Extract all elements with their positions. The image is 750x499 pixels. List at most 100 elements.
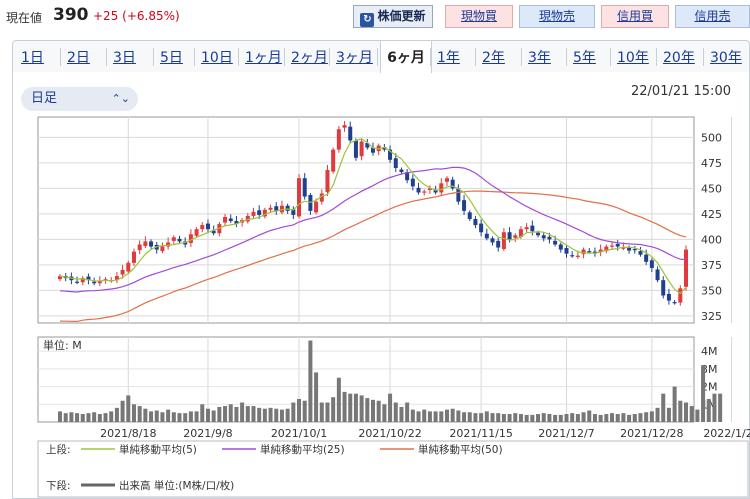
chart-datetime: 22/01/21 15:00 [631, 84, 731, 99]
tab-5[interactable]: 1ヶ月 [245, 50, 282, 66]
candle-body [587, 251, 592, 253]
candle-body [644, 254, 649, 262]
tab-13[interactable]: 10年 [617, 50, 649, 66]
candle-body [581, 249, 586, 255]
tab-separator [430, 48, 431, 66]
x-tick-label: 2021/8/18 [100, 427, 156, 440]
candle-body [211, 230, 216, 234]
volume-bar [268, 407, 273, 422]
candle-body [262, 209, 267, 217]
price-tick-label: 325 [701, 310, 722, 323]
candle-body [285, 205, 290, 211]
tab-0[interactable]: 1日 [21, 50, 44, 66]
candle-body [615, 243, 620, 247]
candle-body [149, 241, 154, 247]
sell-spot-button[interactable]: 現物売 [519, 5, 595, 28]
volume-bar [507, 414, 512, 422]
candle-body [570, 255, 575, 257]
candle-body [382, 147, 387, 150]
volume-bar [666, 407, 671, 422]
candle-body [160, 246, 165, 252]
candle-body [291, 209, 296, 215]
candle-body [80, 278, 85, 283]
tab-separator [656, 48, 657, 66]
buy-spot-button[interactable]: 現物買 [445, 5, 513, 28]
tab-3[interactable]: 5日 [160, 50, 183, 66]
candle-body [632, 249, 637, 251]
tab-11[interactable]: 3年 [528, 50, 551, 66]
volume-bar [331, 397, 336, 422]
volume-bar [689, 406, 694, 422]
sell-margin-button[interactable]: 信用売 [675, 5, 750, 28]
tab-1[interactable]: 2日 [67, 50, 90, 66]
volume-bar [348, 393, 353, 422]
volume-bar [245, 406, 250, 422]
legend-ma25-text: 単純移動平均(25) [260, 443, 345, 456]
legend-upper-label: 上段: [46, 443, 71, 456]
price-tick-label: 375 [701, 259, 722, 272]
volume-tick-label: 3M [701, 363, 718, 376]
volume-bar [160, 412, 165, 422]
volume-bar [126, 395, 131, 422]
volume-bar [103, 413, 108, 422]
volume-bar [655, 407, 660, 422]
tab-15[interactable]: 30年 [710, 50, 742, 66]
candle-body [137, 244, 142, 251]
candle-body [120, 269, 125, 275]
volume-bar [513, 413, 518, 422]
volume-bar [149, 411, 154, 422]
tab-2[interactable]: 3日 [113, 50, 136, 66]
volume-bar [92, 412, 97, 422]
candle-body [177, 238, 182, 242]
candle-body [274, 206, 279, 211]
candle-body [92, 281, 97, 284]
buy-margin-button[interactable]: 信用買 [601, 5, 669, 28]
candle-body [143, 241, 148, 247]
volume-unit-label: 単位: M [43, 338, 82, 352]
volume-bar [171, 412, 176, 422]
volume-bar [530, 414, 535, 422]
tab-7[interactable]: 3ヶ月 [336, 50, 373, 66]
candle-body [684, 249, 688, 287]
candle-body [564, 248, 569, 254]
tab-14[interactable]: 20年 [663, 50, 695, 66]
legend-lower-label: 下段: [46, 479, 71, 492]
price-tick-label: 500 [701, 131, 722, 144]
tab-4[interactable]: 10日 [201, 50, 233, 66]
volume-bar [644, 412, 649, 422]
candle-body [331, 149, 336, 172]
tab-separator [194, 48, 195, 66]
tab-10[interactable]: 2年 [482, 50, 505, 66]
tab-12[interactable]: 5年 [573, 50, 596, 66]
candle-body [450, 179, 455, 189]
volume-bar [439, 411, 444, 422]
candle-body [365, 143, 370, 148]
volume-bar [627, 414, 632, 422]
candle-body [479, 223, 484, 233]
candle-body [257, 210, 262, 215]
volume-bar [427, 411, 432, 422]
ma25-line [59, 166, 687, 293]
price-tick-label: 400 [701, 233, 722, 246]
tab-separator [60, 48, 61, 66]
candle-body [302, 178, 307, 197]
legend-ma5-text: 単純移動平均(5) [119, 443, 197, 456]
tab-separator [566, 48, 567, 66]
refresh-price-button[interactable]: ↻ 株価更新 [353, 5, 433, 28]
volume-bar [701, 365, 706, 422]
volume-bar [109, 411, 114, 422]
volume-bar [621, 413, 626, 422]
candle-body [223, 216, 228, 223]
legend-ma50-text: 単純移動平均(50) [418, 443, 503, 456]
volume-bar [131, 404, 136, 422]
volume-bar [308, 340, 313, 422]
volume-bar [257, 407, 262, 422]
volume-bar [359, 395, 364, 422]
volume-bar [223, 406, 228, 422]
interval-select[interactable]: 日足 ⌃⌄ [21, 87, 138, 111]
volume-bar [63, 413, 68, 422]
tab-9[interactable]: 1年 [437, 50, 460, 66]
volume-bar [462, 412, 467, 422]
tab-8[interactable]: 6ヶ月 [380, 41, 432, 73]
tab-6[interactable]: 2ヶ月 [291, 50, 328, 66]
